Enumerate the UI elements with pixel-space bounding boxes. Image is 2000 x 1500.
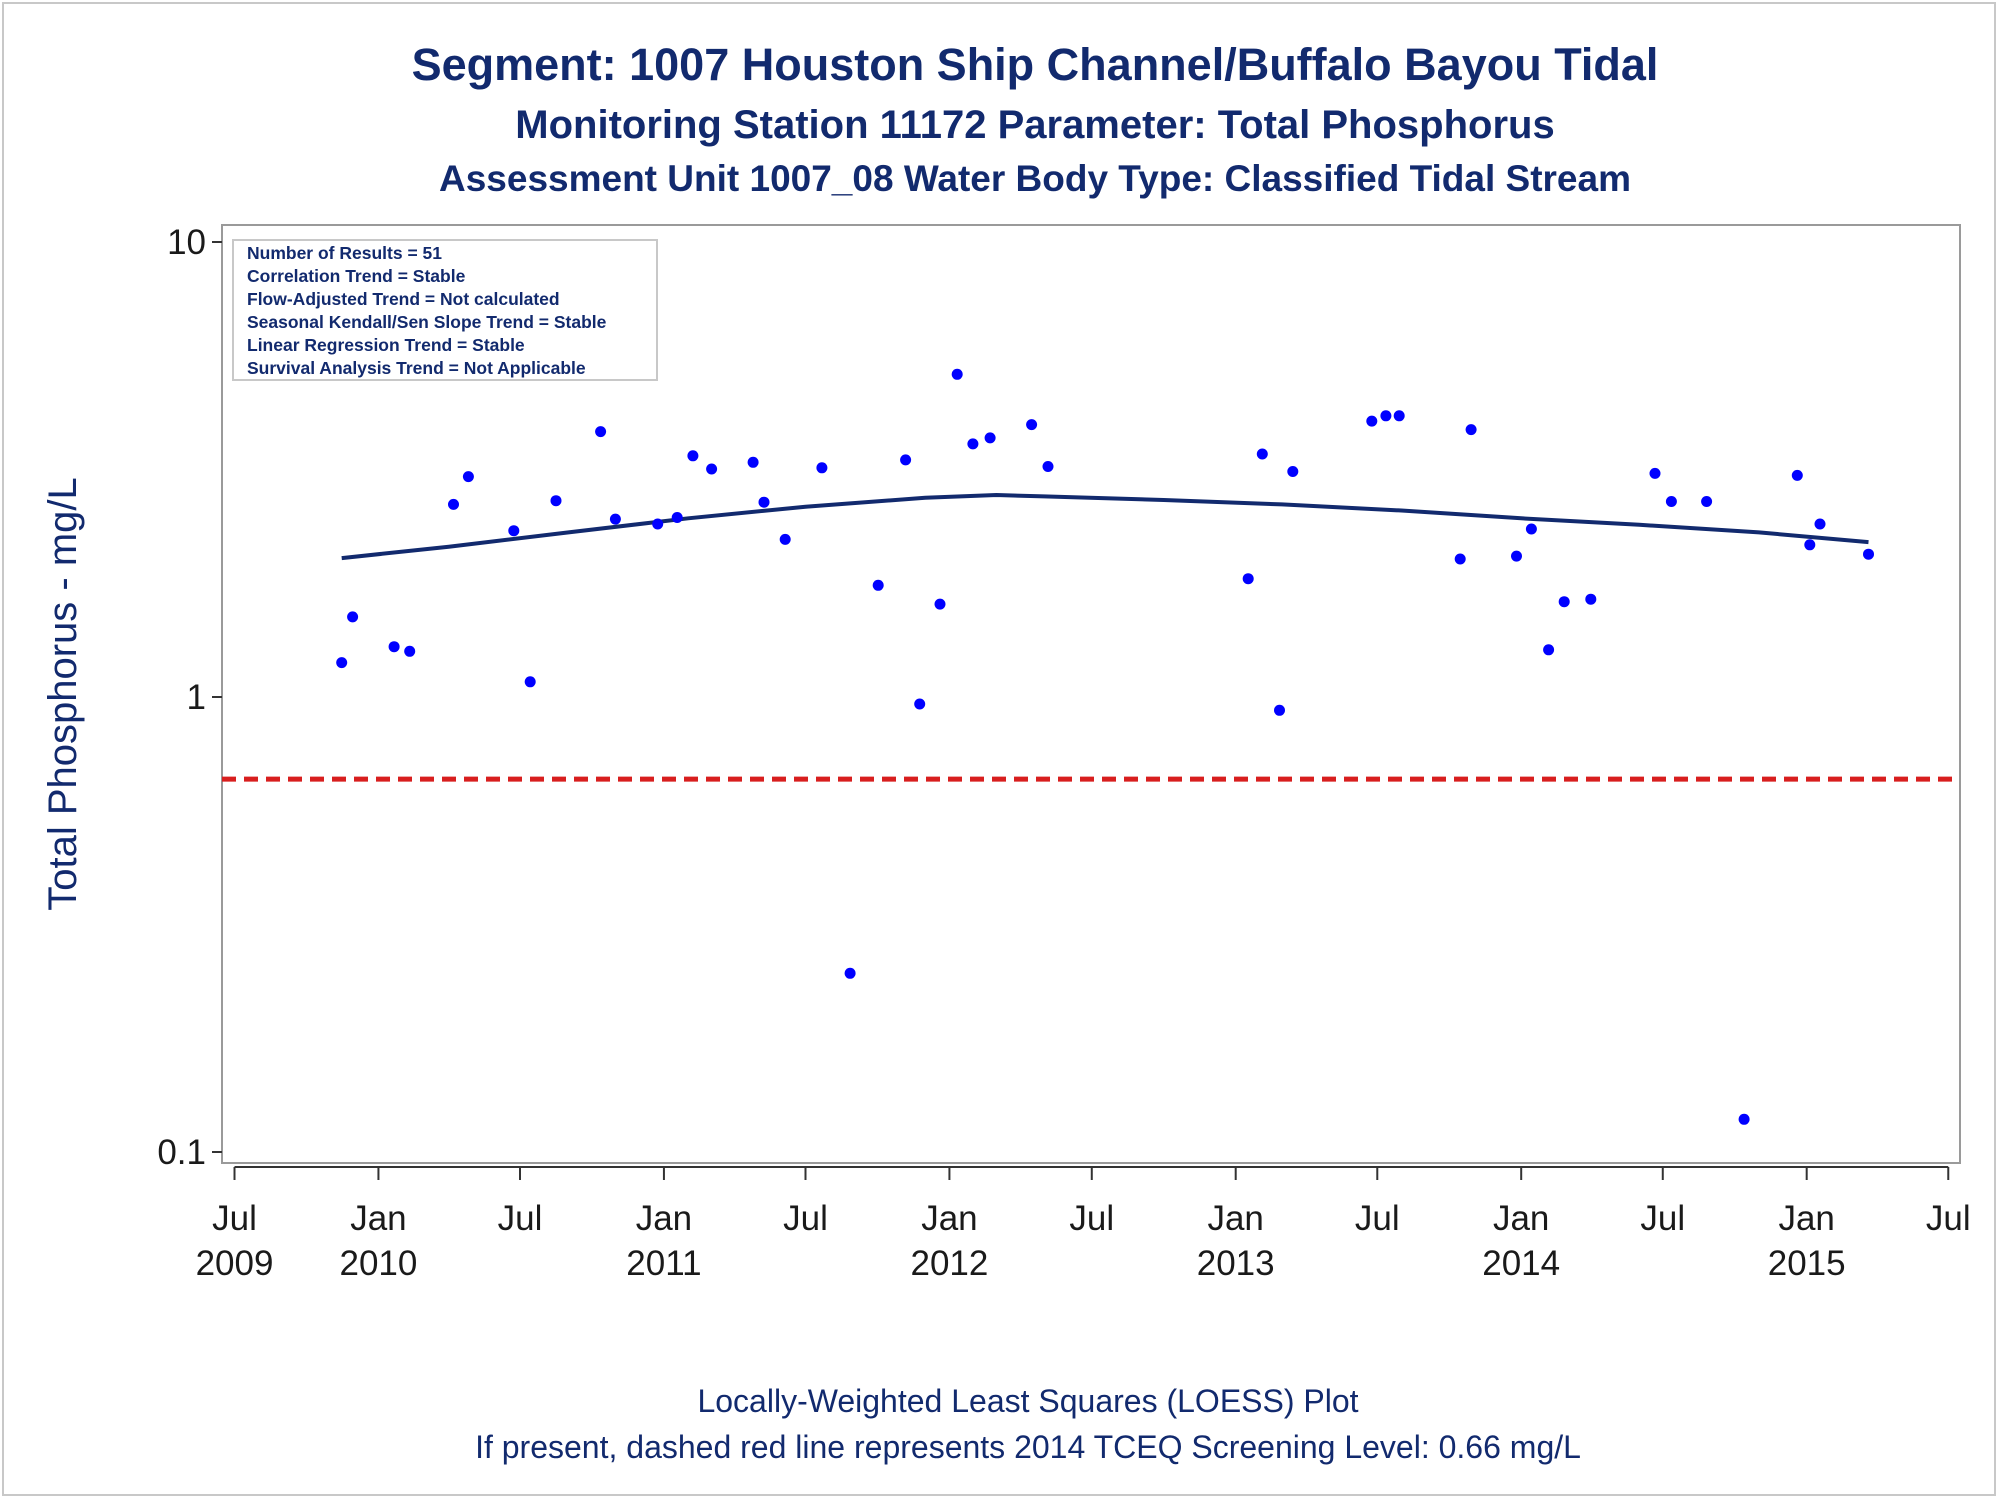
data-point: [347, 611, 359, 623]
x-tick-month: Jul: [783, 1199, 828, 1238]
x-tick-month: Jul: [212, 1199, 257, 1238]
x-tick-month: Jan: [1207, 1199, 1263, 1238]
data-point: [1366, 415, 1378, 427]
stats-box: Number of Results = 51 Correlation Trend…: [232, 239, 658, 381]
data-point: [1454, 553, 1466, 565]
x-tick-month: Jul: [1355, 1199, 1400, 1238]
data-points: [336, 368, 1874, 1125]
data-point: [706, 463, 718, 475]
plot-area: [221, 224, 1961, 1164]
data-point: [336, 657, 348, 669]
data-point: [1511, 550, 1522, 562]
data-point: [758, 496, 770, 508]
data-point: [1287, 466, 1299, 477]
data-point: [1465, 424, 1477, 436]
y-tick-label: 10: [167, 223, 206, 262]
y-tick-label: 0.1: [157, 1133, 206, 1172]
data-point: [1543, 644, 1555, 656]
footer-line-1: Locally-Weighted Least Squares (LOESS) P…: [697, 1383, 1358, 1419]
data-point: [951, 368, 963, 380]
data-point: [609, 513, 621, 525]
data-point: [404, 645, 416, 657]
data-point: [1738, 1113, 1750, 1125]
x-tick-month: Jan: [1493, 1199, 1549, 1238]
x-tick-month: Jul: [1069, 1199, 1114, 1238]
data-point: [1804, 539, 1816, 551]
data-point: [1665, 496, 1677, 507]
x-tick-month: Jan: [921, 1199, 977, 1238]
data-point: [1242, 573, 1254, 585]
data-point: [1042, 461, 1054, 472]
data-point: [844, 967, 856, 979]
x-tick-month: Jul: [1640, 1199, 1685, 1238]
data-point: [900, 454, 912, 466]
data-point: [747, 456, 759, 468]
footer-line-2: If present, dashed red line represents 2…: [475, 1429, 1581, 1465]
x-tick-year: 2009: [196, 1244, 274, 1283]
x-tick-year: 2015: [1768, 1244, 1846, 1283]
data-point: [1585, 593, 1597, 605]
y-axis: 0.1 1 10: [157, 223, 222, 1172]
data-point: [779, 533, 791, 545]
chart-subtitle-2: Assessment Unit 1007_08 Water Body Type:…: [439, 158, 1631, 199]
data-point: [967, 438, 979, 450]
data-point: [1256, 448, 1268, 460]
data-point: [984, 432, 996, 444]
stats-line: Survival Analysis Trend = Not Applicable: [247, 358, 586, 378]
stats-line: Correlation Trend = Stable: [247, 266, 466, 286]
data-point: [1649, 467, 1661, 479]
y-axis-label: Total Phosphorus - mg/L: [41, 477, 85, 911]
data-point: [1791, 469, 1803, 481]
data-point: [388, 641, 400, 653]
chart-subtitle: Monitoring Station 11172 Parameter: Tota…: [515, 103, 1554, 147]
data-point: [671, 512, 683, 523]
data-point: [1380, 410, 1392, 422]
x-tick-month: Jul: [1926, 1199, 1971, 1238]
loess-curve: [341, 492, 1869, 561]
x-tick-month: Jul: [498, 1199, 543, 1238]
x-tick-month: Jan: [1778, 1199, 1834, 1238]
data-point: [1558, 596, 1570, 608]
data-point: [1701, 496, 1713, 507]
x-axis: Jul 2009 Jan 2010 Jul Jan 2011 Jul Jan 2012 Jul Jan…: [196, 1166, 1971, 1283]
x-tick-year: 2014: [1482, 1244, 1560, 1283]
data-point: [872, 579, 884, 591]
data-point: [524, 676, 536, 688]
x-tick-year: 2010: [339, 1244, 417, 1283]
data-point: [1525, 523, 1537, 535]
data-point: [1863, 548, 1874, 560]
stats-line: Number of Results = 51: [247, 243, 442, 263]
data-point: [652, 518, 664, 530]
x-tick-month: Jan: [350, 1199, 406, 1238]
data-point: [448, 498, 459, 510]
data-point: [462, 471, 474, 483]
data-point: [914, 698, 926, 710]
x-tick-year: 2011: [626, 1244, 701, 1283]
data-point: [550, 495, 562, 507]
stats-line: Seasonal Kendall/Sen Slope Trend = Stabl…: [247, 312, 607, 332]
x-tick-year: 2012: [910, 1244, 988, 1283]
chart-title: Segment: 1007 Houston Ship Channel/Buffa…: [412, 39, 1659, 90]
x-tick-year: 2013: [1197, 1244, 1275, 1283]
x-tick-month: Jan: [636, 1199, 692, 1238]
y-tick-label: 1: [187, 678, 206, 717]
data-point: [1026, 419, 1038, 431]
data-point: [595, 426, 607, 438]
stats-box-frame: [232, 239, 658, 381]
data-point: [934, 598, 946, 610]
data-point: [816, 462, 828, 474]
data-point: [508, 525, 520, 537]
data-point: [1814, 518, 1826, 530]
data-point: [1274, 704, 1285, 716]
stats-line: Linear Regression Trend = Stable: [247, 335, 525, 355]
data-point: [687, 450, 699, 462]
data-point: [1393, 410, 1405, 422]
stats-line: Flow-Adjusted Trend = Not calculated: [247, 289, 560, 309]
